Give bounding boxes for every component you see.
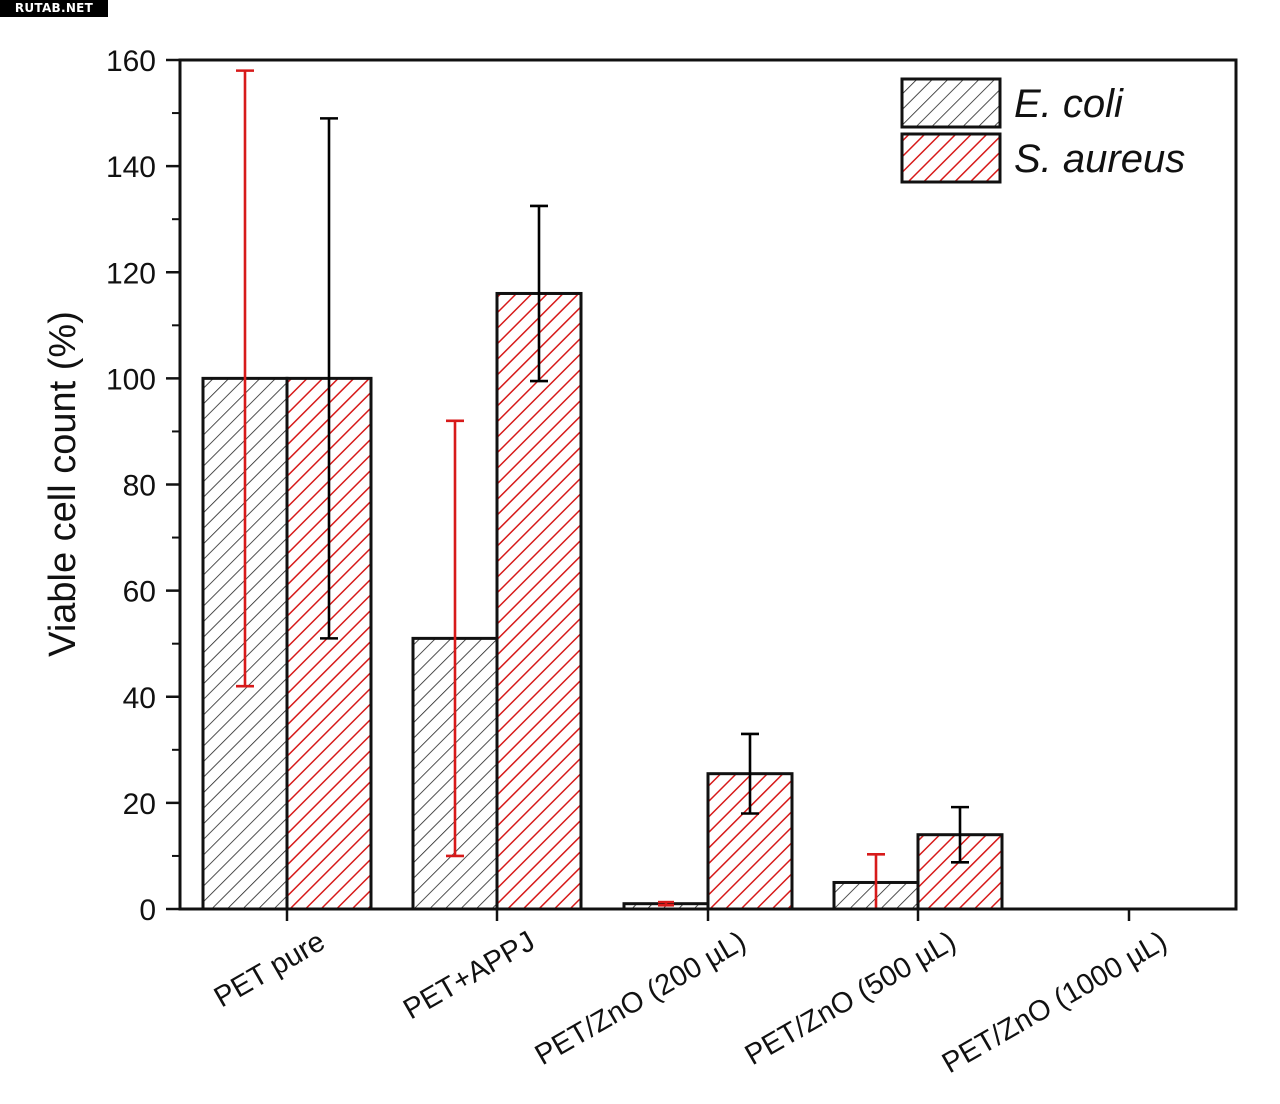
legend-swatch-s-aureus [900,132,1002,184]
x-category-label-pet-appj: PET+APPJ [398,925,540,1026]
y-tick-label-100: 100 [106,363,156,396]
error-bar-s-aureus-pet-pure [320,117,338,640]
legend: E. coli S. aureus [900,77,1185,184]
y-tick-label-0: 0 [139,894,156,927]
y-tick-label-60: 60 [123,576,156,609]
x-category-label-pet-zno-200-l: PET/ZnO (200 µL) [530,925,752,1071]
bars-layer [201,291,1004,911]
error-bar-e-coli-pet-zno-200-l [658,900,674,907]
y-tick-label-120: 120 [106,257,156,290]
y-tick-label-20: 20 [123,788,156,821]
bar-s-aureus-pet-appj [495,291,583,911]
error-bar-e-coli-pet-pure [236,69,254,688]
x-category-label-pet-zno-1000-l: PET/ZnO (1000 µL) [937,925,1173,1080]
error-bar-s-aureus-pet-zno-200-l [741,732,759,815]
error-bars-layer [236,69,969,911]
legend-label-s-aureus: S. aureus [1014,137,1185,181]
x-category-label-pet-zno-500-l: PET/ZnO (500 µL) [740,925,962,1071]
y-tick-label-40: 40 [123,682,156,715]
error-bar-e-coli-pet-appj [446,419,464,858]
legend-swatch-e-coli [900,77,1002,129]
y-tick-label-140: 140 [106,151,156,184]
y-tick-label-160: 160 [106,45,156,78]
legend-label-e-coli: E. coli [1014,82,1124,126]
y-tick-label-80: 80 [123,470,156,503]
y-axis-title: Viable cell count (%) [42,311,84,657]
error-bar-s-aureus-pet-zno-500-l [951,805,969,864]
x-category-label-pet-pure: PET pure [209,925,331,1014]
watermark-logo: RUTAB.NET [0,0,108,17]
error-bar-s-aureus-pet-appj [530,204,548,383]
